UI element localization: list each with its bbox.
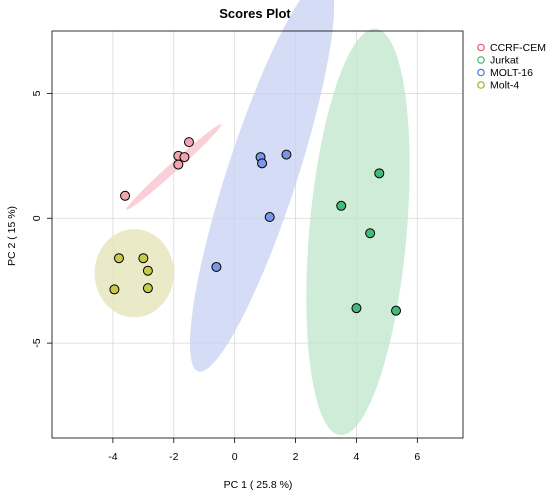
point-ccrf-cem [173, 159, 184, 170]
legend-marker-molt-4 [477, 81, 485, 89]
plot-frame [51, 30, 464, 439]
x-tick-label: 6 [414, 451, 420, 463]
x-axis-label: PC 1 ( 25.8 %) [224, 479, 293, 491]
point-molt-4 [138, 253, 149, 264]
y-tick-label: 5 [31, 90, 43, 96]
point-molt-4 [142, 283, 153, 294]
y-tick-label: -5 [31, 338, 43, 347]
ellipse-molt-16 [190, 0, 335, 372]
x-tick-label: -4 [108, 451, 117, 463]
legend-label-molt-4: Molt-4 [490, 80, 519, 92]
point-ccrf-cem [184, 137, 194, 148]
point-molt-16 [264, 212, 275, 223]
chart-title: Scores Plot [219, 6, 291, 21]
point-jurkat [336, 200, 347, 211]
legend-label-ccrf-cem: CCRF-CEM [490, 42, 546, 54]
ellipse-ccrf-cem [126, 124, 222, 210]
ellipse-jurkat [306, 28, 410, 436]
y-tick-label: 0 [31, 215, 43, 221]
y-axis: -5 0 5 [31, 90, 52, 348]
legend-marker-molt-16 [477, 68, 485, 77]
point-ccrf-cem [120, 190, 131, 201]
ellipse-molt-4 [94, 229, 174, 318]
point-jurkat [391, 305, 402, 316]
point-molt-4 [113, 253, 124, 264]
point-jurkat [351, 303, 362, 314]
legend-marker-jurkat [477, 56, 485, 64]
x-tick-label: 2 [293, 451, 299, 463]
legend-marker-ccrf-cem [477, 43, 485, 52]
legend-label-jurkat: Jurkat [490, 55, 519, 67]
x-tick-label: 4 [354, 451, 360, 463]
point-molt-4 [142, 265, 153, 276]
plot-area [51, 0, 464, 439]
x-tick-label: 0 [232, 451, 238, 463]
point-molt-16 [281, 149, 292, 160]
point-molt-16 [211, 261, 222, 272]
point-jurkat [365, 228, 376, 239]
point-jurkat [374, 168, 385, 179]
y-axis-label: PC 2 ( 15 %) [6, 206, 18, 266]
point-ccrf-cem [179, 152, 190, 163]
data-points [109, 137, 402, 316]
confidence-ellipses [94, 0, 410, 436]
x-axis: -4 -2 0 2 4 6 [108, 438, 420, 463]
x-tick-label: -2 [169, 451, 178, 463]
legend-label-molt-16: MOLT-16 [490, 67, 533, 79]
point-molt-16 [257, 158, 268, 169]
point-molt-4 [109, 284, 120, 295]
